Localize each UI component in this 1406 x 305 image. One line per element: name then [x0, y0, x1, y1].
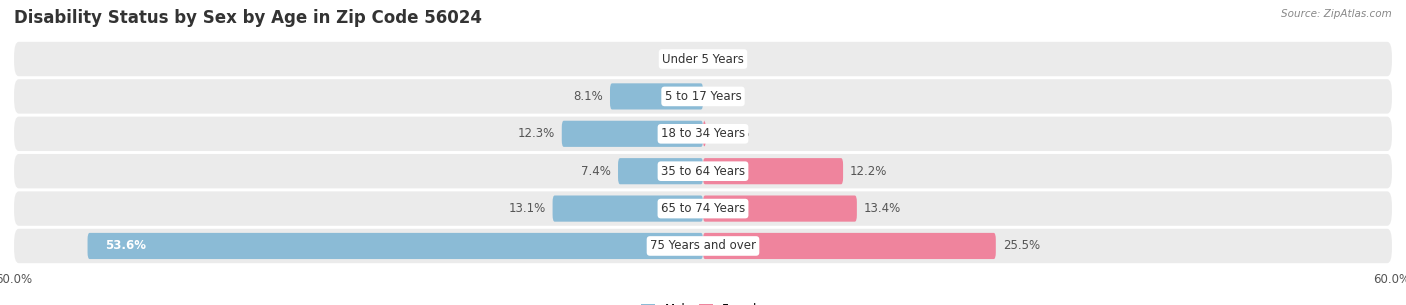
FancyBboxPatch shape: [553, 196, 703, 222]
Text: 0.0%: 0.0%: [666, 52, 696, 66]
FancyBboxPatch shape: [703, 121, 706, 147]
Text: 65 to 74 Years: 65 to 74 Years: [661, 202, 745, 215]
Text: 25.5%: 25.5%: [1002, 239, 1040, 253]
Text: 13.4%: 13.4%: [863, 202, 901, 215]
FancyBboxPatch shape: [14, 117, 1392, 151]
FancyBboxPatch shape: [14, 154, 1392, 188]
Text: Source: ZipAtlas.com: Source: ZipAtlas.com: [1281, 9, 1392, 19]
Text: 53.6%: 53.6%: [105, 239, 146, 253]
Text: 0.0%: 0.0%: [710, 52, 740, 66]
FancyBboxPatch shape: [610, 83, 703, 109]
FancyBboxPatch shape: [14, 42, 1392, 76]
FancyBboxPatch shape: [14, 191, 1392, 226]
FancyBboxPatch shape: [562, 121, 703, 147]
FancyBboxPatch shape: [14, 79, 1392, 114]
FancyBboxPatch shape: [703, 158, 844, 184]
Text: 7.4%: 7.4%: [581, 165, 612, 178]
FancyBboxPatch shape: [87, 233, 703, 259]
Text: Under 5 Years: Under 5 Years: [662, 52, 744, 66]
Text: 0.0%: 0.0%: [710, 90, 740, 103]
Text: 5 to 17 Years: 5 to 17 Years: [665, 90, 741, 103]
Text: Disability Status by Sex by Age in Zip Code 56024: Disability Status by Sex by Age in Zip C…: [14, 9, 482, 27]
Text: 12.3%: 12.3%: [517, 127, 555, 140]
Legend: Male, Female: Male, Female: [637, 298, 769, 305]
Text: 8.1%: 8.1%: [574, 90, 603, 103]
FancyBboxPatch shape: [703, 196, 856, 222]
Text: 13.1%: 13.1%: [509, 202, 546, 215]
Text: 75 Years and over: 75 Years and over: [650, 239, 756, 253]
Text: 0.24%: 0.24%: [713, 127, 749, 140]
FancyBboxPatch shape: [619, 158, 703, 184]
Text: 35 to 64 Years: 35 to 64 Years: [661, 165, 745, 178]
FancyBboxPatch shape: [14, 229, 1392, 263]
FancyBboxPatch shape: [703, 233, 995, 259]
Text: 18 to 34 Years: 18 to 34 Years: [661, 127, 745, 140]
Text: 12.2%: 12.2%: [851, 165, 887, 178]
